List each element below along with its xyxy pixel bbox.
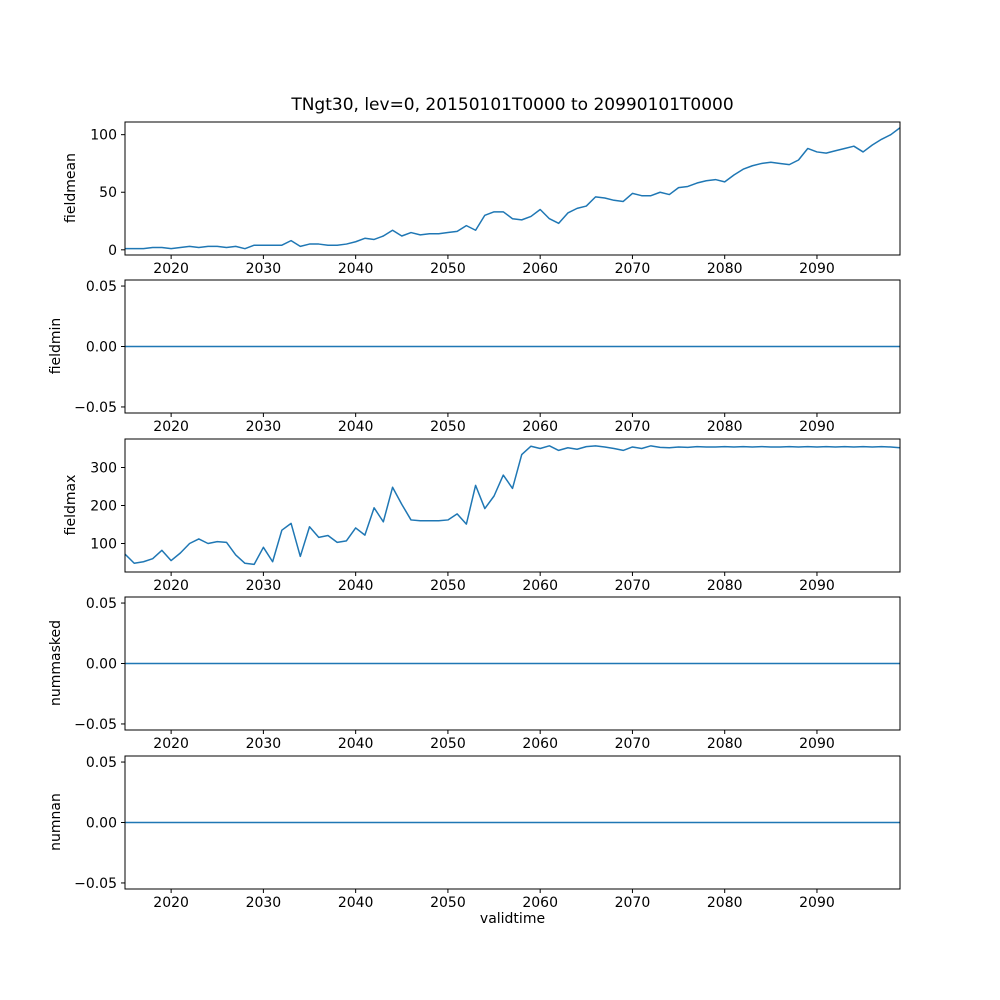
subplot-fieldmax: 2020 2030 2040 2050 2060 2070 2080 2090 100 200 30… [90,438,901,594]
x-tick-label: 2060 [522,895,558,911]
y-axis-label-numnan: numnan [48,793,64,851]
y-tick-label: 0.00 [86,340,117,356]
data-line [124,445,901,566]
subplot-numnan: 2020 2030 2040 2050 2060 2070 2080 2090 −0.05 0.0… [74,755,901,911]
y-tick-label: −0.05 [74,876,117,892]
y-axis-label-nummasked: nummasked [48,619,64,707]
x-tick-label: 2050 [430,736,466,752]
y-tick-label: 0.00 [86,816,117,832]
plot-area-nummasked: 2020 2030 2040 2050 2060 2070 2080 2090 −0.05 0.0… [74,596,901,752]
plot-area-fieldmin: 2020 2030 2040 2050 2060 2070 2080 2090 −0.05 0.0… [74,279,901,435]
x-tick-label: 2070 [615,895,651,911]
y-axis-label-fieldmax: fieldmax [63,474,79,536]
x-tick-label: 2020 [153,895,189,911]
chart-title: TNgt30, lev=0, 20150101T0000 to 20990101… [291,95,734,115]
x-tick-label: 2030 [246,736,282,752]
x-tick-label: 2080 [707,578,743,594]
x-tick-label: 2030 [246,261,282,277]
x-tick-label: 2020 [153,736,189,752]
x-axis-label: validtime [479,911,546,927]
x-tick-label: 2030 [246,895,282,911]
y-tick-label: 100 [90,537,117,553]
x-tick-label: 2090 [799,419,835,435]
x-tick-label: 2040 [338,419,374,435]
x-tick-label: 2030 [246,419,282,435]
axes-frame [124,279,901,414]
x-tick-label: 2070 [615,578,651,594]
x-tick-label: 2040 [338,736,374,752]
plot-area-fieldmax: 2020 2030 2040 2050 2060 2070 2080 2090 100 200 30… [90,438,901,594]
x-tick-label: 2060 [522,736,558,752]
y-tick-label: 0.05 [86,279,117,295]
subplot-fieldmin: 2020 2030 2040 2050 2060 2070 2080 2090 −0.05 0.0… [74,279,901,435]
y-tick-label: −0.05 [74,400,117,416]
axes-frame [124,438,901,573]
plot-area-fieldmean: 2020 2030 2040 2050 2060 2070 2080 2090 0 50 100 [90,121,901,277]
y-tick-label: 50 [99,185,117,201]
y-tick-label: 200 [90,499,117,515]
subplot-fieldmean: 2020 2030 2040 2050 2060 2070 2080 2090 0 50 100 [90,121,901,277]
x-tick-label: 2070 [615,419,651,435]
x-tick-label: 2030 [246,578,282,594]
x-tick-label: 2070 [615,261,651,277]
y-tick-label: 100 [90,128,117,144]
y-tick-label: 0 [108,243,117,259]
axes-frame [124,755,901,890]
x-tick-label: 2060 [522,419,558,435]
x-tick-label: 2060 [522,261,558,277]
data-line [125,127,901,250]
x-tick-label: 2040 [338,261,374,277]
y-tick-label: 0.05 [86,596,117,612]
y-tick-label: −0.05 [74,717,117,733]
x-tick-label: 2020 [153,261,189,277]
x-tick-label: 2070 [615,736,651,752]
x-tick-label: 2090 [799,736,835,752]
x-tick-label: 2080 [707,895,743,911]
x-tick-label: 2060 [522,578,558,594]
x-tick-label: 2020 [153,419,189,435]
y-tick-label: 0.05 [86,755,117,771]
x-tick-label: 2040 [338,895,374,911]
x-tick-label: 2090 [799,895,835,911]
x-tick-label: 2050 [430,578,466,594]
axes-frame [124,121,901,256]
x-tick-label: 2040 [338,578,374,594]
x-tick-label: 2050 [430,895,466,911]
x-tick-label: 2080 [707,736,743,752]
axes-frame [124,596,901,731]
y-axis-label-fieldmean: fieldmean [63,153,79,223]
x-tick-label: 2090 [799,261,835,277]
x-tick-label: 2050 [430,261,466,277]
x-tick-label: 2090 [799,578,835,594]
x-tick-label: 2080 [707,419,743,435]
x-tick-label: 2020 [153,578,189,594]
x-tick-label: 2050 [430,419,466,435]
y-tick-label: 0.00 [86,657,117,673]
y-tick-label: 300 [90,461,117,477]
subplot-nummasked: 2020 2030 2040 2050 2060 2070 2080 2090 −0.05 0.0… [74,596,901,752]
plot-area-numnan: 2020 2030 2040 2050 2060 2070 2080 2090 −0.05 0.0… [74,755,901,911]
x-tick-label: 2080 [707,261,743,277]
y-axis-label-fieldmin: fieldmin [48,317,64,375]
